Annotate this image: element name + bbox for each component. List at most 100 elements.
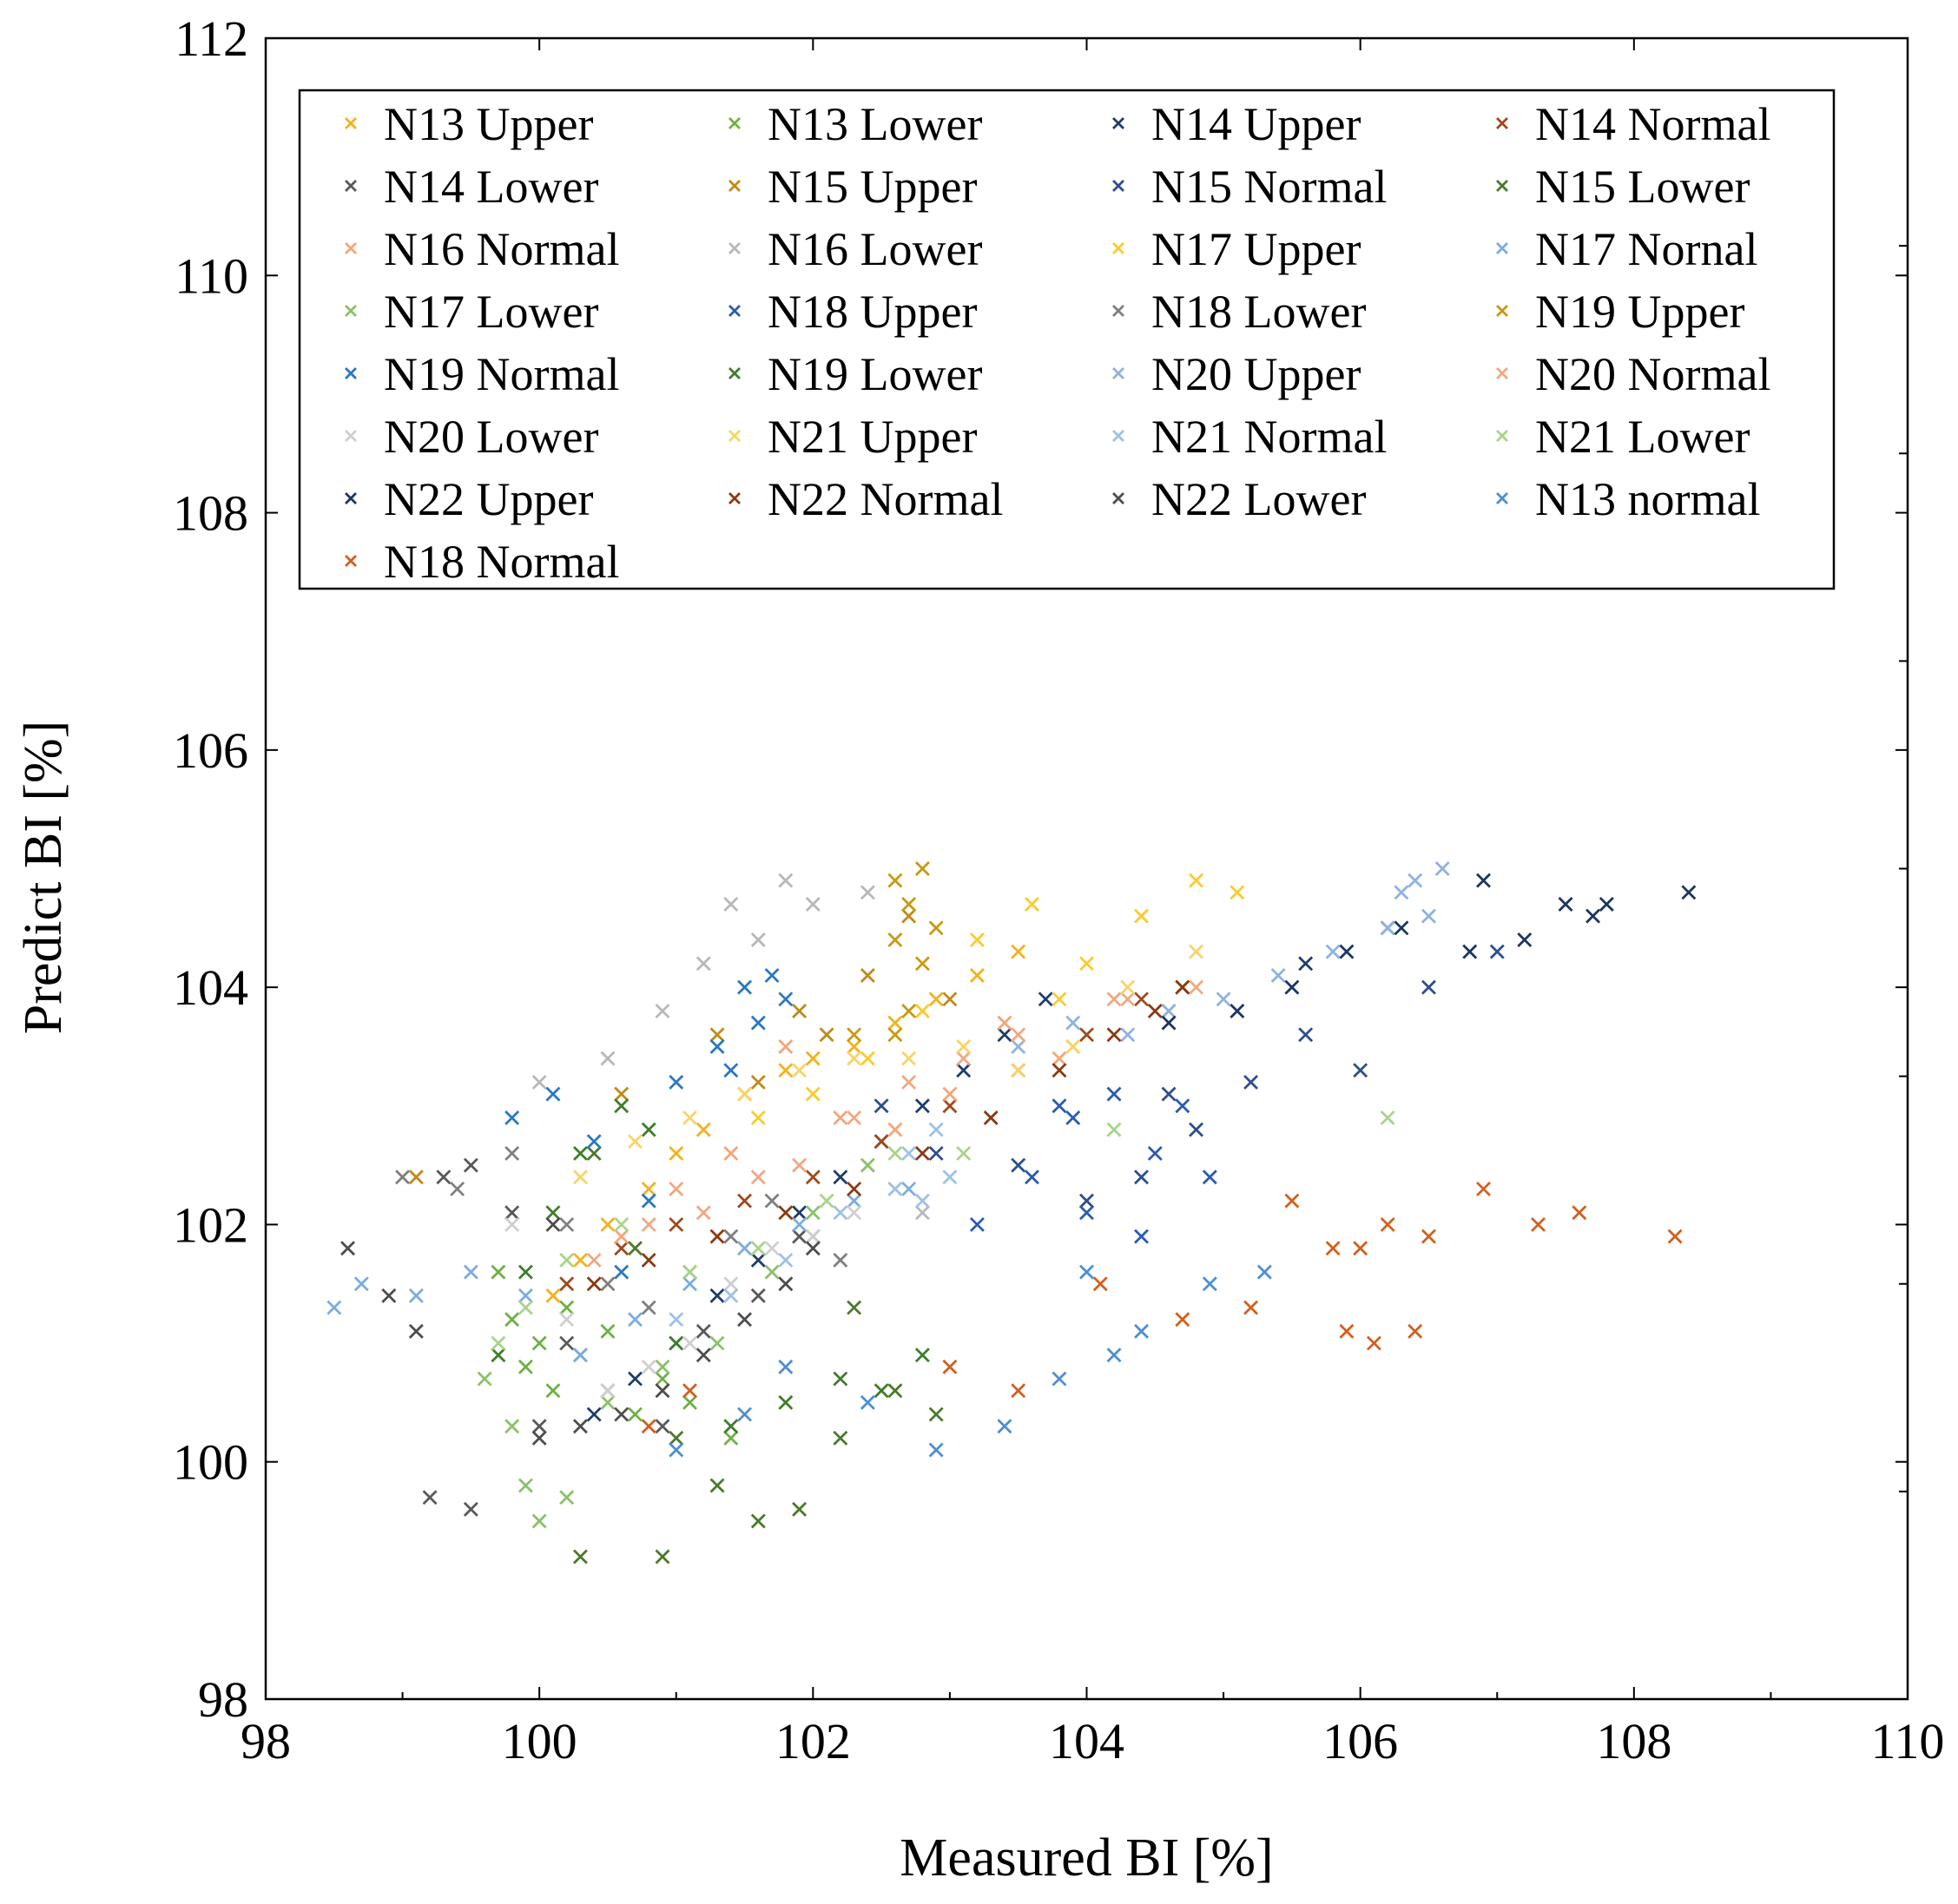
legend-label: N20 Normal <box>1535 348 1770 400</box>
data-point <box>928 992 944 1007</box>
data-point <box>901 1145 917 1161</box>
legend-label: N20 Lower <box>384 411 598 463</box>
data-point <box>805 1086 821 1102</box>
y-tick-label: 112 <box>175 10 248 67</box>
data-point <box>860 1394 875 1410</box>
data-point <box>1079 1264 1094 1280</box>
data-point <box>545 1383 561 1399</box>
data-point <box>860 885 875 900</box>
data-point <box>1366 1335 1381 1351</box>
data-point <box>1106 1027 1122 1043</box>
data-point <box>586 1407 602 1422</box>
data-point <box>792 1003 808 1018</box>
data-point <box>723 897 739 912</box>
data-point <box>504 1312 520 1328</box>
data-point <box>1586 908 1601 924</box>
data-point <box>1380 920 1395 936</box>
data-point <box>1120 979 1136 995</box>
data-point <box>1011 1038 1026 1054</box>
data-point <box>833 1169 848 1185</box>
data-point <box>682 1335 697 1351</box>
data-point <box>928 1442 944 1458</box>
data-point <box>709 1027 725 1043</box>
legend-label: N13 normal <box>1535 473 1760 525</box>
data-point <box>914 956 930 972</box>
data-point <box>928 1145 944 1161</box>
data-point <box>572 1419 588 1434</box>
series-n15-normal <box>874 944 1505 1209</box>
data-point <box>969 932 985 947</box>
data-point <box>669 1442 684 1458</box>
legend-box <box>298 89 1836 590</box>
data-point <box>1011 1063 1026 1078</box>
data-point <box>641 1193 656 1209</box>
data-points-layer <box>326 861 1697 1565</box>
series-n14-upper <box>586 920 1395 1422</box>
legend-item: N13 normal <box>1496 473 1760 525</box>
legend-item: N22 Normal <box>728 473 1003 525</box>
data-point <box>709 1229 725 1244</box>
data-point <box>518 1300 533 1315</box>
data-point <box>833 1371 848 1387</box>
data-point <box>914 1145 930 1161</box>
series-n20-upper <box>1011 861 1450 1054</box>
data-point <box>682 1264 697 1280</box>
data-point <box>1079 1027 1094 1043</box>
data-point <box>1161 1015 1177 1031</box>
legend-marker <box>728 430 741 442</box>
data-point <box>1298 1027 1314 1043</box>
data-point <box>847 1205 862 1221</box>
data-point <box>1434 861 1450 876</box>
legend-label: N15 Lower <box>1535 161 1750 213</box>
data-point <box>1408 1323 1423 1339</box>
data-point <box>1134 992 1150 1007</box>
data-point <box>559 1300 575 1315</box>
data-point <box>600 1051 616 1066</box>
data-point <box>1134 908 1150 924</box>
data-point <box>1106 1347 1122 1363</box>
y-tick-label: 102 <box>173 1196 248 1253</box>
data-point <box>627 1312 643 1328</box>
data-point <box>723 1419 739 1434</box>
legend-label: N13 Lower <box>768 98 982 150</box>
data-point <box>723 1145 739 1161</box>
series-n19-upper <box>847 861 944 1043</box>
series-n15-upper <box>408 908 958 1185</box>
data-point <box>641 1359 656 1374</box>
data-point <box>572 1252 588 1268</box>
legend-item: N17 Lower <box>345 286 598 338</box>
legend-item: N13 Upper <box>345 98 593 150</box>
data-point <box>1147 1145 1163 1161</box>
data-point <box>1052 1098 1067 1114</box>
data-point <box>572 1169 588 1185</box>
legend-marker <box>1496 430 1508 442</box>
data-point <box>1189 1122 1204 1137</box>
data-point <box>723 1063 739 1078</box>
data-point <box>956 1145 972 1161</box>
data-point <box>696 956 711 972</box>
data-point <box>614 1216 630 1232</box>
legend-marker <box>345 555 357 567</box>
data-point <box>682 1383 697 1399</box>
y-tick-label: 104 <box>173 959 248 1016</box>
legend-label: N17 Lower <box>384 286 598 338</box>
data-point <box>1339 944 1355 959</box>
series-n18-upper <box>969 1086 1217 1244</box>
data-point <box>1038 992 1053 1007</box>
data-point <box>1667 1229 1683 1244</box>
data-point <box>914 1003 930 1018</box>
data-point <box>709 1478 725 1493</box>
data-point <box>1558 897 1573 912</box>
data-point <box>942 1098 958 1114</box>
data-point <box>1476 873 1491 888</box>
data-point <box>819 1027 834 1043</box>
data-point <box>1024 897 1039 912</box>
data-point <box>655 1383 670 1399</box>
legend-marker <box>345 305 357 317</box>
legend-label: N22 Normal <box>768 473 1003 525</box>
data-point <box>395 1169 411 1185</box>
legend-label: N16 Lower <box>768 223 982 275</box>
series-n15-lower <box>572 1145 944 1565</box>
data-point <box>531 1419 547 1434</box>
data-point <box>887 1383 903 1399</box>
